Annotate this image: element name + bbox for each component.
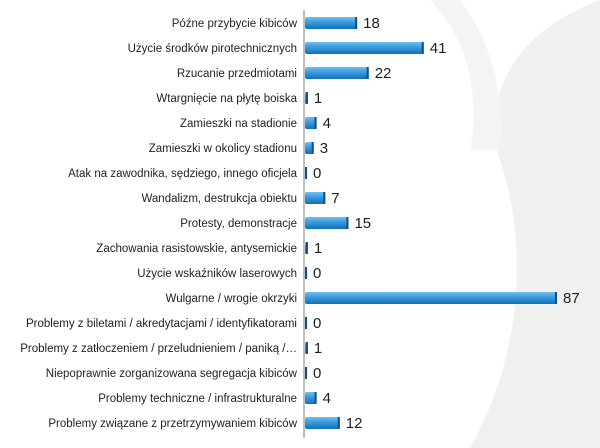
bar-end-cap [305,317,307,329]
category-label: Problemy techniczne / infrastrukturalne [98,393,297,405]
value-label: 12 [346,415,363,432]
bar [305,67,369,79]
value-label: 1 [314,240,322,257]
bar [305,392,317,404]
bar-end-cap [305,267,307,279]
category-label: Wandalizm, destrukcja obiektu [141,193,297,205]
category-label: Wtargnięcie na płytę boiska [156,93,297,105]
value-label: 87 [563,290,580,307]
bar-end-cap [311,142,314,154]
bar-end-cap [346,217,349,229]
category-label: Zamieszki na stadionie [180,118,297,130]
category-label: Atak na zawodnika, sędziego, innego ofic… [68,168,297,180]
bar [305,17,358,29]
bar-end-cap [305,92,308,104]
category-label: Protesty, demonstracje [180,218,297,230]
bar-end-cap [314,117,317,129]
category-label: Zamieszki w okolicy stadionu [149,143,297,155]
bar-end-cap [323,192,326,204]
category-label: Późne przybycie kibiców [172,18,298,30]
category-label: Użycie środków pirotechnicznych [128,43,297,55]
bar [305,292,557,304]
bar [305,417,340,429]
bar-end-cap [355,17,358,29]
value-label: 0 [313,365,321,382]
bar-end-cap [366,67,369,79]
background-decoration-arc [430,0,501,150]
bar [305,217,349,229]
value-label: 3 [320,140,328,157]
bar-end-cap [305,242,308,254]
value-label: 41 [430,40,447,57]
category-label: Problemy z biletami / akredytacjami / id… [26,318,297,330]
category-label: Wulgarne / wrogie okrzyki [166,293,297,305]
value-label: 1 [314,340,322,357]
bar-end-cap [337,417,340,429]
background-decoration [470,0,600,448]
value-label: 4 [323,115,331,132]
bar [305,142,314,154]
value-label: 0 [313,165,321,182]
bar-end-cap [305,342,308,354]
value-label: 0 [313,315,321,332]
bar-end-cap [555,292,557,304]
bar-end-cap [305,167,307,179]
value-label: 0 [313,265,321,282]
bar-end-cap [305,367,307,379]
value-label: 4 [323,390,331,407]
category-label: Problemy związane z przetrzymywaniem kib… [48,418,297,430]
bar-end-cap [421,42,424,54]
bar [305,42,424,54]
value-label: 1 [314,90,322,107]
category-label: Niepoprawnie zorganizowana segregacja ki… [46,368,298,380]
category-label: Problemy z zatłoczeniem / przeludnieniem… [20,343,297,355]
bar [305,192,326,204]
value-label: 15 [354,215,371,232]
bar [305,117,317,129]
category-label: Zachowania rasistowskie, antysemickie [96,243,297,255]
value-label: 7 [331,190,339,207]
value-label: 22 [375,65,392,82]
bar-end-cap [314,392,317,404]
category-label: Użycie wskaźników laserowych [137,268,297,280]
category-label: Rzucanie przedmiotami [177,68,297,80]
value-label: 18 [363,15,380,32]
